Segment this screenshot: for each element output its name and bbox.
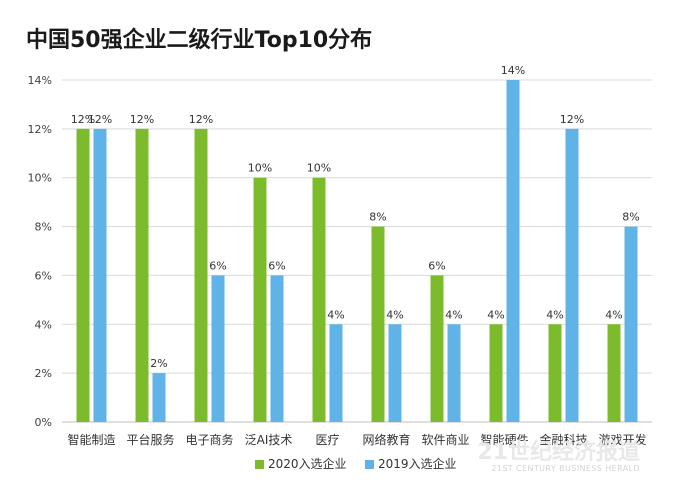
bars [76,80,638,422]
bar-2019 [329,324,343,422]
data-label: 6% [428,259,445,272]
x-category-label: 平台服务 [126,432,174,447]
x-category-label: 金融科技 [539,432,587,447]
bar-2019 [270,275,284,422]
y-tick-label: 0% [35,416,52,429]
y-tick-label: 10% [28,172,52,185]
bar-2019 [624,226,638,422]
data-label: 12% [71,113,95,126]
watermark-text-cn: 21世纪经济报道 [477,439,640,465]
y-axis: 0% 2% 4% 6% 8% 10% 12% 14% [28,74,52,429]
legend-swatch [365,460,374,469]
y-tick-label: 6% [35,269,52,282]
bar-2020 [312,177,326,422]
data-labels: 12%12% 12%2%12%6%10%6%10%4%8%4%6%4% 4%14%4… [71,64,640,370]
x-axis: 智能制造 平台服务 电子商务 泛AI技术 医疗 网络教育 软件商业 智能硬件 金融科技 游戏开发 [67,432,646,447]
x-category-label: 游戏开发 [598,432,646,447]
bar-2020 [194,128,208,422]
y-tick-label: 2% [35,367,52,380]
x-category-label: 医疗 [315,433,339,447]
bar-2020 [371,226,385,422]
legend-swatch [255,460,264,469]
bar-2020 [430,275,444,422]
legend-label: 2019入选企业 [378,456,457,471]
data-label: 6% [209,259,226,272]
data-label: 2% [150,357,167,370]
x-category-label: 软件商业 [421,432,469,447]
bar-2019 [93,128,107,422]
x-category-label: 网络教育 [362,432,410,447]
x-category-label: 智能制造 [67,432,115,447]
legend: 2020入选企业 2019入选企业 [255,456,457,471]
data-label: 12% [88,113,112,126]
x-category-label: 泛AI技术 [245,433,293,447]
data-label: 12% [560,113,584,126]
chart-title: 中国50强企业二级行业Top10分布 [26,28,373,53]
data-label: 4% [386,308,403,321]
x-category-label: 电子商务 [185,432,233,447]
bar-2019 [152,373,166,422]
data-label: 4% [327,308,344,321]
watermark-text-en: 21ST CENTURY BUSINESS HERALD [491,464,640,473]
y-tick-label: 4% [35,318,52,331]
bar-2020 [489,324,503,422]
watermark: 21世纪经济报道 21ST CENTURY BUSINESS HERALD [477,439,640,473]
bar-2019 [506,80,520,422]
y-tick-label: 12% [28,123,52,136]
bar-2019 [211,275,225,422]
data-label: 10% [307,162,331,175]
x-category-label: 智能硬件 [480,432,528,447]
bar-2019 [388,324,402,422]
data-label: 8% [369,211,386,224]
data-label: 4% [445,308,462,321]
bar-2020 [76,128,90,422]
bar-2020 [135,128,149,422]
data-label: 4% [487,308,504,321]
y-tick-label: 14% [28,74,52,87]
data-label: 4% [605,308,622,321]
data-label: 4% [546,308,563,321]
data-label: 12% [130,113,154,126]
bar-2019 [565,128,579,422]
gridlines [62,79,652,423]
bar-2020 [548,324,562,422]
data-label: 14% [501,64,525,77]
data-label: 10% [248,162,272,175]
bar-2020 [253,177,267,422]
bar-2020 [607,324,621,422]
y-tick-label: 8% [35,221,52,234]
data-label: 8% [622,211,639,224]
bar-2019 [447,324,461,422]
data-label: 6% [268,259,285,272]
legend-label: 2020入选企业 [268,456,347,471]
data-label: 12% [189,113,213,126]
